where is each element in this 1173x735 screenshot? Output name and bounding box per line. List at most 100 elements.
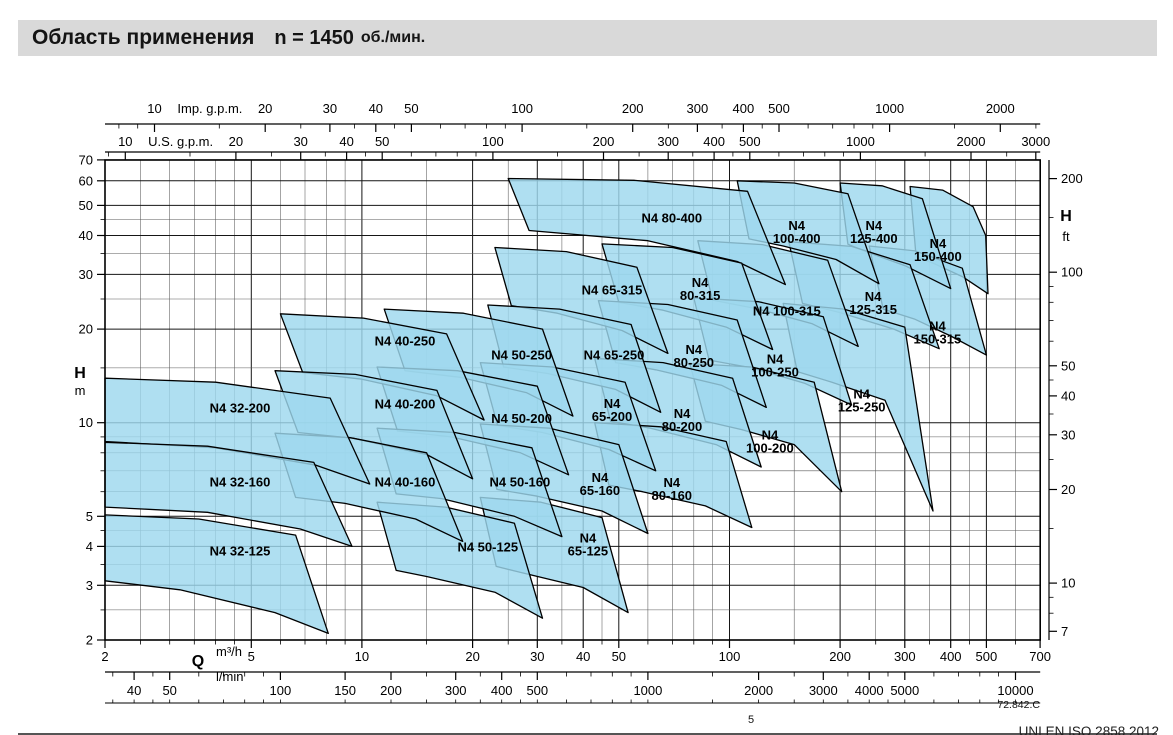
pump-label: 80-250: [674, 355, 714, 370]
pump-label: N4: [853, 386, 870, 401]
pump-region-n4-32-125: [104, 514, 329, 635]
pump-label: N4: [592, 470, 609, 485]
pump-label: N4 50-250: [491, 348, 552, 363]
axis-tick-label: 50: [162, 683, 176, 698]
pump-label: 100-250: [751, 364, 799, 379]
pump-label: N4 32-160: [210, 475, 271, 490]
axis-q-m3h: 2 5 10 20 30 40 50 100 200 300 400 500 700 Qm³/h l/min: [101, 640, 1051, 684]
axis-tick-label: 10: [355, 649, 369, 664]
axis-tick-label: 70: [79, 152, 93, 167]
axis-tick-label: 30: [530, 649, 544, 664]
axis-tick-label: 2: [86, 633, 93, 648]
pump-label: N4: [762, 428, 779, 443]
pump-label: 150-315: [914, 332, 962, 347]
pump-label: N4: [674, 406, 691, 421]
pump-label: 65-160: [580, 483, 620, 498]
axis-tick-label: 50: [1061, 358, 1075, 373]
axis-tick-label: l/min: [216, 669, 243, 684]
pump-label: N4: [865, 289, 882, 304]
pump-label: 65-200: [592, 409, 632, 424]
drawing-code: 72.842.C: [997, 699, 1040, 711]
axis-tick-label: 40: [1061, 388, 1075, 403]
axis-tick-label: 5: [248, 649, 255, 664]
pump-labels: N4150-400N4150-315N4125-400N4125-315N412…: [210, 211, 962, 559]
pump-label: N4: [604, 396, 621, 411]
pump-label: N4 40-160: [375, 475, 436, 490]
pump-label: 80-160: [652, 488, 692, 503]
axis-tick-label: 5: [86, 509, 93, 524]
axis-tick-label: 300: [894, 649, 916, 664]
axis-tick-label: 30: [323, 101, 337, 116]
pump-label: 150-400: [914, 249, 962, 264]
axis-tick-label: 2000: [986, 101, 1015, 116]
pump-label: 125-315: [849, 302, 897, 317]
axis-tick-label: 200: [622, 101, 644, 116]
pump-label: N4: [865, 218, 882, 233]
axis-tick-label: 100: [511, 101, 533, 116]
pump-label: 125-400: [850, 231, 898, 246]
axis-us-gpm: 10 20 30 40 50 100 200 300 400 500 1000 2000 3000 U.S…: [105, 134, 1050, 160]
page-title: Область применения: [32, 26, 255, 49]
axis-tick-label: 40: [576, 649, 590, 664]
h-axis-symbol: H: [74, 365, 86, 382]
axis-tick-label: 150: [334, 683, 356, 698]
pump-label: N4: [580, 531, 597, 546]
pump-label: 65-125: [568, 544, 608, 559]
pump-label: N4: [767, 351, 784, 366]
axis-tick-label: 40: [369, 101, 383, 116]
axis-tick-label: 500: [739, 134, 761, 149]
axis-tick-label: 10: [147, 101, 161, 116]
axis-tick-label: 2000: [744, 683, 773, 698]
h-axis-symbol-right: H: [1060, 208, 1072, 225]
axis-tick-label: 30: [293, 134, 307, 149]
axis-tick-label: 3: [86, 578, 93, 593]
axis-tick-label: 50: [404, 101, 418, 116]
axis-tick-label: 10: [79, 415, 93, 430]
pump-region-n4-32-160: [104, 441, 353, 548]
axis-tick-label: m³/h: [216, 644, 242, 659]
axis-tick-label: 200: [380, 683, 402, 698]
title-speed-value: n = 1450: [274, 26, 354, 49]
axis-tick-label: 20: [465, 649, 479, 664]
pump-label: N4: [929, 319, 946, 334]
pump-region-n4-50-125: [376, 501, 544, 619]
axis-tick-label: 2: [101, 649, 108, 664]
axis-tick-label: 50: [612, 649, 626, 664]
axis-tick-label: ft: [1062, 229, 1070, 244]
axis-tick-label: 3000: [1021, 134, 1050, 149]
footnote-marker: 5: [748, 714, 755, 726]
pump-label: 100-200: [746, 441, 794, 456]
pump-label: 125-250: [838, 399, 886, 414]
pump-label: N4 100-315: [753, 303, 821, 318]
pump-label: 80-315: [680, 288, 720, 303]
axis-tick-label: 40: [79, 228, 93, 243]
axis-tick-label: 10: [1061, 576, 1075, 591]
axis-tick-label: 1000: [633, 683, 662, 698]
pump-region-n4-80-400: [507, 177, 787, 286]
axis-tick-label: 50: [79, 198, 93, 213]
axis-tick-label: 500: [976, 649, 998, 664]
pump-label: N4: [685, 342, 702, 357]
footer-divider: [18, 733, 1157, 735]
axis-tick-label: 4: [86, 539, 93, 554]
axis-tick-label: 200: [1061, 171, 1083, 186]
pump-label: N4 65-315: [582, 283, 643, 298]
axis-tick-label: 20: [1061, 482, 1075, 497]
axis-tick-label: 400: [733, 101, 755, 116]
axis-tick-label: 30: [1061, 427, 1075, 442]
axis-h-m: 2 3 4 5 10 20 30 40 50 60 70 Hm: [74, 152, 105, 648]
axis-tick-label: 500: [526, 683, 548, 698]
pump-label: N4: [788, 218, 805, 233]
axis-tick-label: 60: [79, 173, 93, 188]
axis-tick-label: 500: [768, 101, 790, 116]
axis-tick-label: 30: [79, 267, 93, 282]
axis-tick-label: 20: [229, 134, 243, 149]
pump-label: N4 65-250: [584, 348, 645, 363]
axis-tick-label: 40: [127, 683, 141, 698]
pump-label: N4 40-250: [375, 334, 436, 349]
title-bar: Область применения n = 1450 об./мин.: [18, 20, 1157, 56]
axis-tick-label: 50: [375, 134, 389, 149]
plot-border: [104, 159, 1042, 641]
axis-tick-label: 20: [258, 101, 272, 116]
